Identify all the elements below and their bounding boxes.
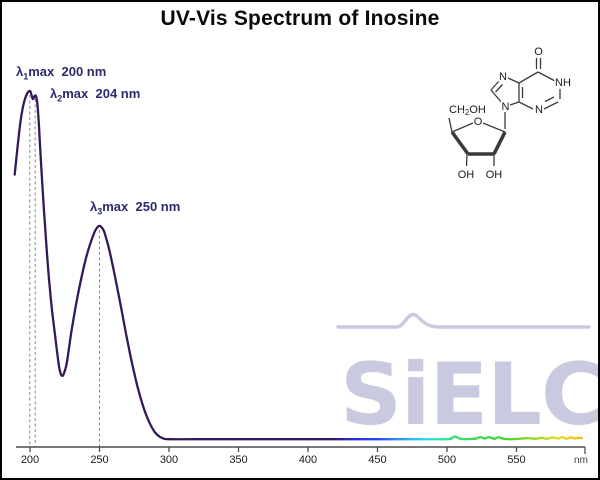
tick-label-200: 200: [21, 454, 39, 466]
watermark-text: SiELC: [340, 345, 600, 445]
ch2oh-c: CH: [449, 104, 465, 116]
atom-label-carbonyl-o: O: [534, 46, 543, 58]
tick-label-550: 550: [507, 454, 525, 466]
atom-label-n7: N: [499, 71, 507, 83]
bond-n7-c8-double: [495, 84, 503, 93]
atom-label-oh-left: OH: [458, 169, 475, 181]
annotation-lambda2-max: λ2max 204 nm: [50, 86, 140, 104]
ch2oh-oh: OH: [469, 104, 486, 116]
inosine-structure: O N NH N N CH2OH O OH OH: [448, 45, 573, 183]
bond-c2-n3: [543, 101, 559, 110]
axis-unit-label: nm: [574, 455, 588, 466]
bond-c3-oh: [465, 153, 468, 167]
annotation-lambda1-max: λ1max 200 nm: [16, 64, 106, 82]
tick-label-300: 300: [160, 454, 178, 466]
bond-c8-n9: [490, 89, 503, 104]
annotation-text: max 204 nm: [62, 86, 141, 101]
tick-label-450: 450: [368, 454, 386, 466]
lambda-symbol: λ: [16, 64, 24, 79]
bond-c2-c1-wedge: [492, 131, 507, 155]
atom-label-n9: N: [502, 101, 510, 113]
tick-label-400: 400: [299, 454, 317, 466]
spectrum-curve: [13, 89, 583, 441]
bond-o4-c1: [482, 122, 506, 133]
atom-label-ch2oh: CH2OH: [449, 104, 486, 117]
atom-label-n1h: NH: [555, 77, 571, 89]
atom-label-oh-right: OH: [486, 169, 503, 181]
ch2oh-sub: 2: [465, 108, 470, 117]
x-axis-ticks: [29, 447, 586, 454]
lambda-symbol: λ: [50, 86, 58, 101]
bond-o4-c4: [451, 122, 474, 133]
bond-n9-c4: [509, 101, 520, 106]
bond-c5-c6: [518, 71, 539, 84]
annotation-text: max 250 nm: [102, 199, 181, 214]
tick-label-500: 500: [438, 454, 456, 466]
lambda-subscript: 2: [57, 93, 63, 104]
bond-c2-n3-double: [544, 96, 555, 103]
watermark-peak-line: [336, 312, 591, 329]
lambda-subscript: 3: [97, 206, 103, 217]
bond-c4-c5prime: [448, 117, 453, 133]
sielc-watermark: SiELC: [336, 312, 600, 445]
tick-label-350: 350: [229, 454, 247, 466]
lambda-symbol: λ: [90, 199, 98, 214]
bond-c6-n1: [537, 71, 556, 82]
bond-n7-c8: [490, 80, 500, 91]
bond-c5-n7: [507, 77, 520, 84]
peak-dashed-lines: [29, 95, 100, 447]
annotation-text: max 200 nm: [28, 64, 107, 79]
annotation-lambda3-max: λ3max 250 nm: [90, 199, 180, 217]
x-axis: 200 250 300 350 400 450 500 550 nm: [16, 446, 588, 466]
page-title: UV-Vis Spectrum of Inosine: [160, 7, 440, 30]
bond-n3-c4: [518, 101, 534, 110]
bond-c4-c3-wedge: [450, 130, 470, 156]
tick-label-250: 250: [90, 454, 108, 466]
atom-label-ring-o: O: [474, 116, 483, 128]
x-axis-labels: 200 250 300 350 400 450 500 550 nm: [21, 454, 588, 466]
lambda-subscript: 1: [23, 71, 29, 82]
atom-label-n3: N: [535, 104, 543, 116]
